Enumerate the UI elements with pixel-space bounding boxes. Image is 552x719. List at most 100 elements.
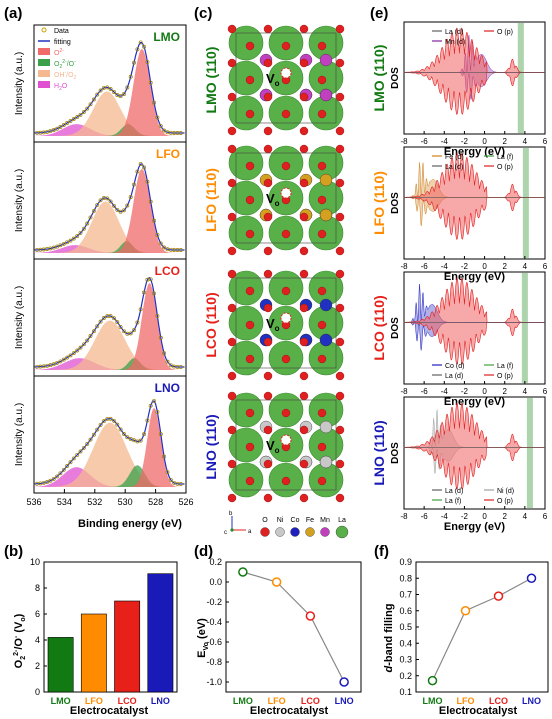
- data-point: [88, 102, 93, 107]
- line-ytick-label: 0.3: [399, 655, 412, 665]
- o-atom: [335, 58, 345, 68]
- data-point: [135, 47, 140, 52]
- dos-legend-label: Co (d): [445, 363, 464, 370]
- legend-marker-data: [41, 27, 47, 33]
- structure-lmo: Vo LMO (110): [203, 24, 345, 136]
- o-atom: [263, 24, 273, 34]
- dos-ylabel: DOS: [390, 67, 401, 89]
- metal-atom: [319, 88, 333, 102]
- o-atom: [227, 92, 237, 102]
- line-ytick-label: 0.8: [399, 573, 412, 583]
- category-label-lfo: LFO: [457, 696, 475, 706]
- dos-sample-label: LCO (110): [371, 295, 387, 360]
- atom-legend: O Ni Co Fe Mn La: [260, 517, 349, 539]
- o-atom: [317, 161, 327, 171]
- data-point: [65, 121, 70, 125]
- data-point: [165, 470, 170, 475]
- data-point: [95, 92, 100, 97]
- data-point: [68, 119, 73, 123]
- o-atom: [281, 476, 291, 486]
- data-point: [162, 245, 167, 250]
- panel-label-c: (c): [194, 5, 212, 22]
- data-point: [68, 238, 73, 243]
- dos-legend-label: O (p): [497, 164, 513, 171]
- o-atom: [335, 303, 345, 313]
- dos-xtick-label: -8: [400, 387, 408, 396]
- data-point: [95, 202, 100, 207]
- structure-label: LCO (110): [203, 292, 219, 357]
- xps-ylabel: Intensity (a.u.): [14, 403, 25, 466]
- xps-subplot-lco: LCO Intensity (a.u.): [14, 258, 187, 377]
- bar-frame: [43, 561, 178, 693]
- data-point: [108, 416, 113, 421]
- atom-legend-label: Ni: [277, 517, 284, 524]
- line-ytick-label: 0.5: [399, 622, 412, 632]
- panel-c-structures: Vo LMO (110) Vo LFO (110) Vo LCO (110) Vo LNO (…: [203, 24, 349, 539]
- metal-atom: [319, 455, 333, 469]
- o-atom: [263, 269, 273, 279]
- bar-ytick-label: 2: [35, 661, 40, 671]
- xps-frame: [33, 375, 187, 494]
- o-atom: [245, 229, 255, 239]
- o-atom: [227, 126, 237, 136]
- legend-swatch: [38, 48, 50, 55]
- vacancy-label: Vo: [266, 71, 280, 88]
- data-point: [115, 320, 120, 325]
- o-atom: [317, 320, 327, 330]
- o-atom: [299, 391, 309, 401]
- dos-xtick-label: 2: [502, 137, 507, 146]
- o-atom: [281, 408, 291, 418]
- atom-legend-swatch: [290, 527, 300, 537]
- data-point: [108, 87, 113, 91]
- dos-xtick-label: 4: [523, 387, 528, 396]
- bar-ytick-label: 4: [35, 635, 40, 645]
- o-atom: [299, 212, 309, 222]
- bar-ytick-label: 10: [30, 557, 40, 567]
- o-atom: [245, 408, 255, 418]
- o-atom: [317, 75, 327, 85]
- o-atom: [245, 354, 255, 364]
- o-atom: [335, 459, 345, 469]
- o-atom: [263, 92, 273, 102]
- vacancy-label: Vo: [266, 191, 280, 208]
- h2o-peak: [34, 467, 186, 487]
- o-atom: [335, 425, 345, 435]
- line-ytick-label: 0.1: [399, 687, 412, 697]
- data-point: [88, 215, 93, 220]
- category-label-lco: LCO: [118, 696, 137, 706]
- data-point: [81, 110, 86, 114]
- o-atom: [227, 246, 237, 256]
- dos-xtick-label: 4: [523, 262, 528, 271]
- la-atom: [228, 305, 264, 341]
- o-atom: [317, 354, 327, 364]
- data-point: [142, 165, 146, 170]
- data-point: [61, 467, 66, 472]
- data-point: [48, 363, 53, 368]
- dos-xtick-label: -8: [400, 512, 408, 521]
- data-point: [51, 362, 56, 367]
- data-point: [115, 93, 120, 97]
- atom-legend-label: Fe: [306, 517, 314, 524]
- o-atom: [335, 269, 345, 279]
- atom-legend-label: Mn: [320, 517, 330, 524]
- dos-xtick-label: 2: [502, 262, 507, 271]
- dos-legend-label: Ni (d): [497, 488, 514, 495]
- data-point: [58, 125, 63, 129]
- o-atom: [245, 41, 255, 51]
- oxygen-vacancy: [280, 67, 292, 79]
- data-point: [48, 478, 53, 483]
- series-line: [242, 571, 345, 683]
- dos-xlabel: Energy (eV): [444, 521, 505, 533]
- data-point: [45, 480, 50, 484]
- structure-lco: Vo LCO (110): [203, 269, 345, 381]
- xps-sample-label: LNO: [155, 381, 180, 395]
- data-point: [71, 351, 76, 356]
- xps-subplot-lmo: LMO Intensity (a.u.): [14, 24, 187, 143]
- axis-c-dot: [230, 528, 234, 532]
- o-atom: [227, 212, 237, 222]
- line-ytick-label: 0.7: [399, 590, 412, 600]
